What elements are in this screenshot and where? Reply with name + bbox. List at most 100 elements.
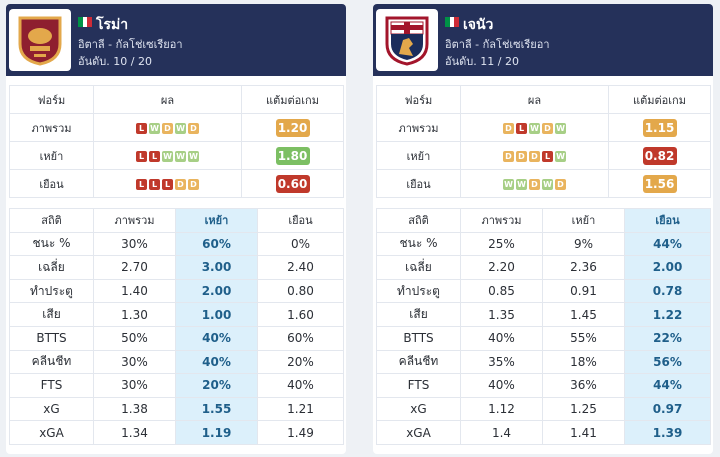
stats-value: 40% — [460, 325, 543, 351]
genoa-crest-icon — [385, 16, 429, 66]
form-row-label: ภาพรวม — [9, 113, 94, 142]
stats-value: 9% — [542, 231, 625, 257]
form-result-badge: L — [162, 179, 173, 190]
stats-value: 22% — [624, 325, 711, 351]
form-result-badge: L — [516, 123, 527, 134]
stats-row: คลีนชีท 30% 40% 20% — [9, 349, 344, 375]
stats-value: 0.91 — [542, 278, 625, 304]
form-row-label: ภาพรวม — [376, 113, 461, 142]
form-header-cell: ฟอร์ม — [9, 85, 94, 114]
stats-row-label: xG — [376, 396, 461, 422]
stats-value: 56% — [624, 349, 711, 375]
stats-value: 2.40 — [257, 255, 344, 280]
stats-value: 1.22 — [624, 302, 711, 327]
stats-row: ชนะ % 30% 60% 0% — [9, 231, 344, 257]
team-crest[interactable] — [9, 9, 71, 71]
ppg-badge: 0.82 — [642, 146, 677, 165]
stats-header-cell: สถิติ — [376, 208, 461, 233]
stats-row-label: BTTS — [9, 325, 94, 351]
flag-icon — [78, 17, 93, 27]
stats-value: 20% — [257, 349, 344, 375]
stats-row: FTS 40% 36% 44% — [376, 373, 711, 398]
stats-value: 1.39 — [624, 420, 711, 445]
form-row-label: เหย้า — [9, 141, 94, 170]
form-result-badge: W — [555, 151, 566, 162]
ppg-badge: 1.56 — [642, 174, 677, 193]
form-header-cell: ฟอร์ม — [376, 85, 461, 114]
stats-row-label: คลีนชีท — [376, 349, 461, 375]
stats-row-label: เสีย — [9, 302, 94, 327]
stats-value: 2.36 — [542, 255, 625, 280]
stats-value: 2.20 — [460, 255, 543, 280]
form-result-badge: D — [188, 179, 199, 190]
stats-header-row: สถิติ ภาพรวม เหย้า เยือน — [9, 208, 344, 233]
stats-value: 1.41 — [542, 420, 625, 445]
flag-icon — [445, 17, 460, 27]
stats-row-label: xGA — [376, 420, 461, 445]
form-result-badge: W — [188, 151, 199, 162]
league-name[interactable]: อิตาลี - กัลโช่เซเรียอา — [78, 38, 183, 51]
stats-value: 2.00 — [175, 278, 258, 304]
stats-value: 2.70 — [93, 255, 176, 280]
stats-value: 1.49 — [257, 420, 344, 445]
stats-row: คลีนชีท 35% 18% 56% — [376, 349, 711, 375]
stats-row: เฉลี่ย 2.20 2.36 2.00 — [376, 255, 711, 280]
form-header-cell: แต้มต่อเกม — [608, 85, 711, 114]
team-card-home: โรม่า อิตาลี - กัลโช่เซเรียอา อันดับ. 10… — [6, 4, 346, 454]
stats-row-label: BTTS — [376, 325, 461, 351]
stats-value: 0% — [257, 231, 344, 257]
form-header-row: ฟอร์ม ผล แต้มต่อเกม — [376, 85, 711, 114]
stats-row-label: ทำประตู — [376, 278, 461, 304]
stats-row-label: ชนะ % — [9, 231, 94, 257]
roma-crest-icon — [18, 16, 62, 66]
team-header: เจนัว อิตาลี - กัลโช่เซเรียอา อันดับ. 11… — [373, 4, 713, 76]
form-result-badge: D — [503, 123, 514, 134]
stats-row-label: FTS — [9, 373, 94, 398]
stats-value: 1.45 — [542, 302, 625, 327]
ppg-badge: 0.60 — [275, 174, 310, 193]
form-result-badge: D — [529, 179, 540, 190]
form-header-cell: ผล — [460, 85, 609, 114]
stats-value: 40% — [460, 373, 543, 398]
team-name[interactable]: โรม่า — [96, 17, 129, 33]
stats-value: 40% — [257, 373, 344, 398]
team-crest[interactable] — [376, 9, 438, 71]
form-result-badge: D — [162, 123, 173, 134]
stats-row: FTS 30% 20% 40% — [9, 373, 344, 398]
form-result-badge: L — [149, 151, 160, 162]
league-name[interactable]: อิตาลี - กัลโช่เซเรียอา — [445, 38, 550, 51]
stats-value: 44% — [624, 231, 711, 257]
form-result-badge: W — [555, 123, 566, 134]
stats-value: 3.00 — [175, 255, 258, 280]
ppg-badge: 1.15 — [642, 118, 677, 137]
form-row-label: เยือน — [9, 169, 94, 198]
stats-header-cell: ภาพรวม — [460, 208, 543, 233]
ppg-badge: 1.20 — [275, 118, 310, 137]
stats-row-label: เฉลี่ย — [376, 255, 461, 280]
stats-table: สถิติ ภาพรวม เหย้า เยือน ชนะ % 30% 60% 0% เฉ… — [9, 208, 344, 445]
stats-value: 35% — [460, 349, 543, 375]
form-header-row: ฟอร์ม ผล แต้มต่อเกม — [9, 85, 344, 114]
stats-row: xG 1.12 1.25 0.97 — [376, 396, 711, 422]
stats-value: 1.30 — [93, 302, 176, 327]
stats-row: xGA 1.34 1.19 1.49 — [9, 420, 344, 445]
form-result-badge: W — [162, 151, 173, 162]
form-result-badge: W — [175, 151, 186, 162]
form-result-badge: W — [149, 123, 160, 134]
stats-table: สถิติ ภาพรวม เหย้า เยือน ชนะ % 25% 9% 44% เฉ… — [376, 208, 711, 445]
stats-value: 1.25 — [542, 396, 625, 422]
team-name[interactable]: เจนัว — [463, 17, 494, 33]
stats-row-label: xG — [9, 396, 94, 422]
stats-row: เสีย 1.30 1.00 1.60 — [9, 302, 344, 327]
stats-value: 1.12 — [460, 396, 543, 422]
